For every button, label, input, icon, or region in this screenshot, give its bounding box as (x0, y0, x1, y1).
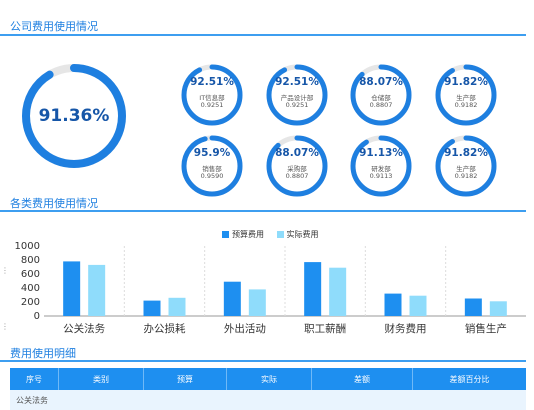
department-gauge: 91.82% 生产部 0.9182 (433, 62, 499, 128)
department-gauge: 91.82% 生产部 0.9182 (433, 133, 499, 199)
bar-actual[interactable] (489, 301, 507, 316)
left-resize-handle-top[interactable]: ⋮ (1, 266, 9, 275)
x-tick-label: 财务费用 (385, 322, 427, 335)
department-gauge-percent: 88.07% (275, 147, 319, 159)
department-gauge-ratio: 0.9113 (369, 172, 393, 180)
department-gauge-name: 销售部 (202, 165, 222, 173)
legend-item-budget: 预算费用 (222, 229, 264, 240)
categories-section-divider (0, 210, 526, 212)
detail-table: 序号 类别 预算 实际 差额 差额百分比 公关法务 (10, 368, 526, 410)
column-header-budget[interactable]: 预算 (143, 368, 227, 390)
bar-actual[interactable] (88, 264, 106, 316)
department-gauge-ratio: 0.9182 (454, 172, 478, 180)
department-gauge-ring (266, 135, 328, 197)
department-gauge-ring (350, 135, 412, 197)
department-gauge: 88.07% 仓储部 0.8807 (348, 62, 414, 128)
department-gauge-name: IT信息部 (199, 94, 225, 102)
table-cell-category: 公关法务 (10, 390, 526, 410)
legend-swatch-budget (222, 231, 229, 238)
y-tick-label: 0 (34, 311, 40, 322)
bar-budget[interactable] (223, 281, 241, 316)
y-tick-label: 400 (21, 283, 40, 294)
categories-section-title: 各类费用使用情况 (10, 197, 98, 210)
detail-section-divider (0, 360, 526, 362)
column-header-difference-percent[interactable]: 差额百分比 (412, 368, 526, 390)
department-gauge-ratio: 0.9251 (285, 101, 309, 109)
bar-actual[interactable] (329, 267, 347, 316)
department-gauge-percent: 88.07% (359, 76, 403, 88)
overall-gauge-percent: 91.36% (38, 106, 110, 126)
department-gauge: 92.51% IT信息部 0.9251 (179, 62, 245, 128)
x-tick-label: 公关法务 (63, 322, 105, 335)
x-tick-label: 职工薪酬 (304, 323, 346, 335)
department-gauge: 91.13% 研发部 0.9113 (348, 133, 414, 199)
department-gauge: 88.07% 采购部 0.8807 (264, 133, 330, 199)
category-bar-chart: 1000 800 600 400 200 0 公关法务 办公损耗 外出活动 职工薪酬 财务费用 销售生… (15, 241, 526, 335)
bar-budget[interactable] (384, 293, 402, 316)
department-gauge-percent: 91.82% (444, 147, 488, 159)
column-header-category[interactable]: 类别 (58, 368, 144, 390)
legend-item-actual: 实际费用 (276, 229, 319, 240)
department-gauge-name: 研发部 (371, 165, 391, 173)
left-resize-handle-bottom[interactable]: ⋮ (1, 322, 9, 331)
department-gauge-ring (181, 64, 243, 126)
department-gauge: 92.51% 产品设计部 0.9251 (264, 62, 330, 128)
detail-section-title: 费用使用明细 (10, 347, 76, 360)
column-header-index[interactable]: 序号 (10, 368, 59, 390)
department-gauge: 95.9% 销售部 0.9590 (179, 133, 245, 199)
legend-label-actual: 实际费用 (286, 230, 319, 239)
department-gauge-ring (435, 64, 497, 126)
department-gauge-name: 生产部 (456, 165, 476, 173)
department-gauge-name: 产品设计部 (280, 94, 314, 102)
y-tick-label: 1000 (15, 241, 40, 252)
department-gauge-ring (181, 135, 243, 197)
bar-actual[interactable] (168, 297, 186, 316)
department-gauge-name: 仓储部 (371, 94, 391, 102)
bar-budget[interactable] (143, 300, 161, 316)
bar-actual[interactable] (248, 289, 266, 316)
department-gauge-ring (350, 64, 412, 126)
department-gauge-ratio: 0.8807 (369, 101, 393, 109)
chart-legend: 预算费用 实际费用 (222, 229, 329, 240)
department-gauge-name: 采购部 (287, 165, 307, 173)
department-gauge-ratio: 0.8807 (285, 172, 309, 180)
department-gauge-percent: 91.13% (359, 147, 403, 159)
bar-budget[interactable] (63, 261, 81, 316)
x-tick-label: 办公损耗 (144, 322, 186, 335)
department-gauge-percent: 92.51% (190, 76, 234, 88)
table-row[interactable]: 公关法务 (10, 390, 526, 410)
y-tick-label: 200 (21, 297, 40, 308)
x-tick-label: 外出活动 (224, 322, 266, 335)
overall-gauge: 91.36% (18, 60, 130, 172)
department-gauge-ring (266, 64, 328, 126)
department-gauge-percent: 91.82% (444, 76, 488, 88)
column-header-actual[interactable]: 实际 (226, 368, 312, 390)
column-header-difference[interactable]: 差额 (311, 368, 413, 390)
x-tick-label: 销售生产 (465, 322, 507, 335)
overall-gauge-ring (22, 64, 126, 168)
legend-label-budget: 预算费用 (232, 230, 264, 239)
department-gauge-name: 生产部 (456, 94, 476, 102)
bar-budget[interactable] (464, 298, 482, 317)
overview-section-divider (0, 34, 526, 36)
legend-swatch-actual (276, 231, 284, 238)
department-gauge-ratio: 0.9182 (454, 101, 478, 109)
department-gauge-percent: 92.51% (275, 76, 319, 88)
bar-budget[interactable] (304, 262, 322, 316)
department-gauge-ratio: 0.9590 (200, 172, 224, 180)
overview-section-title: 公司费用使用情况 (10, 20, 98, 33)
y-tick-label: 600 (21, 269, 40, 280)
detail-table-header-row: 序号 类别 预算 实际 差额 差额百分比 (10, 368, 526, 390)
y-tick-label: 800 (21, 255, 40, 266)
department-gauge-percent: 95.9% (193, 147, 231, 159)
department-gauge-ring (435, 135, 497, 197)
department-gauge-ratio: 0.9251 (200, 101, 224, 109)
bar-actual[interactable] (409, 295, 427, 316)
